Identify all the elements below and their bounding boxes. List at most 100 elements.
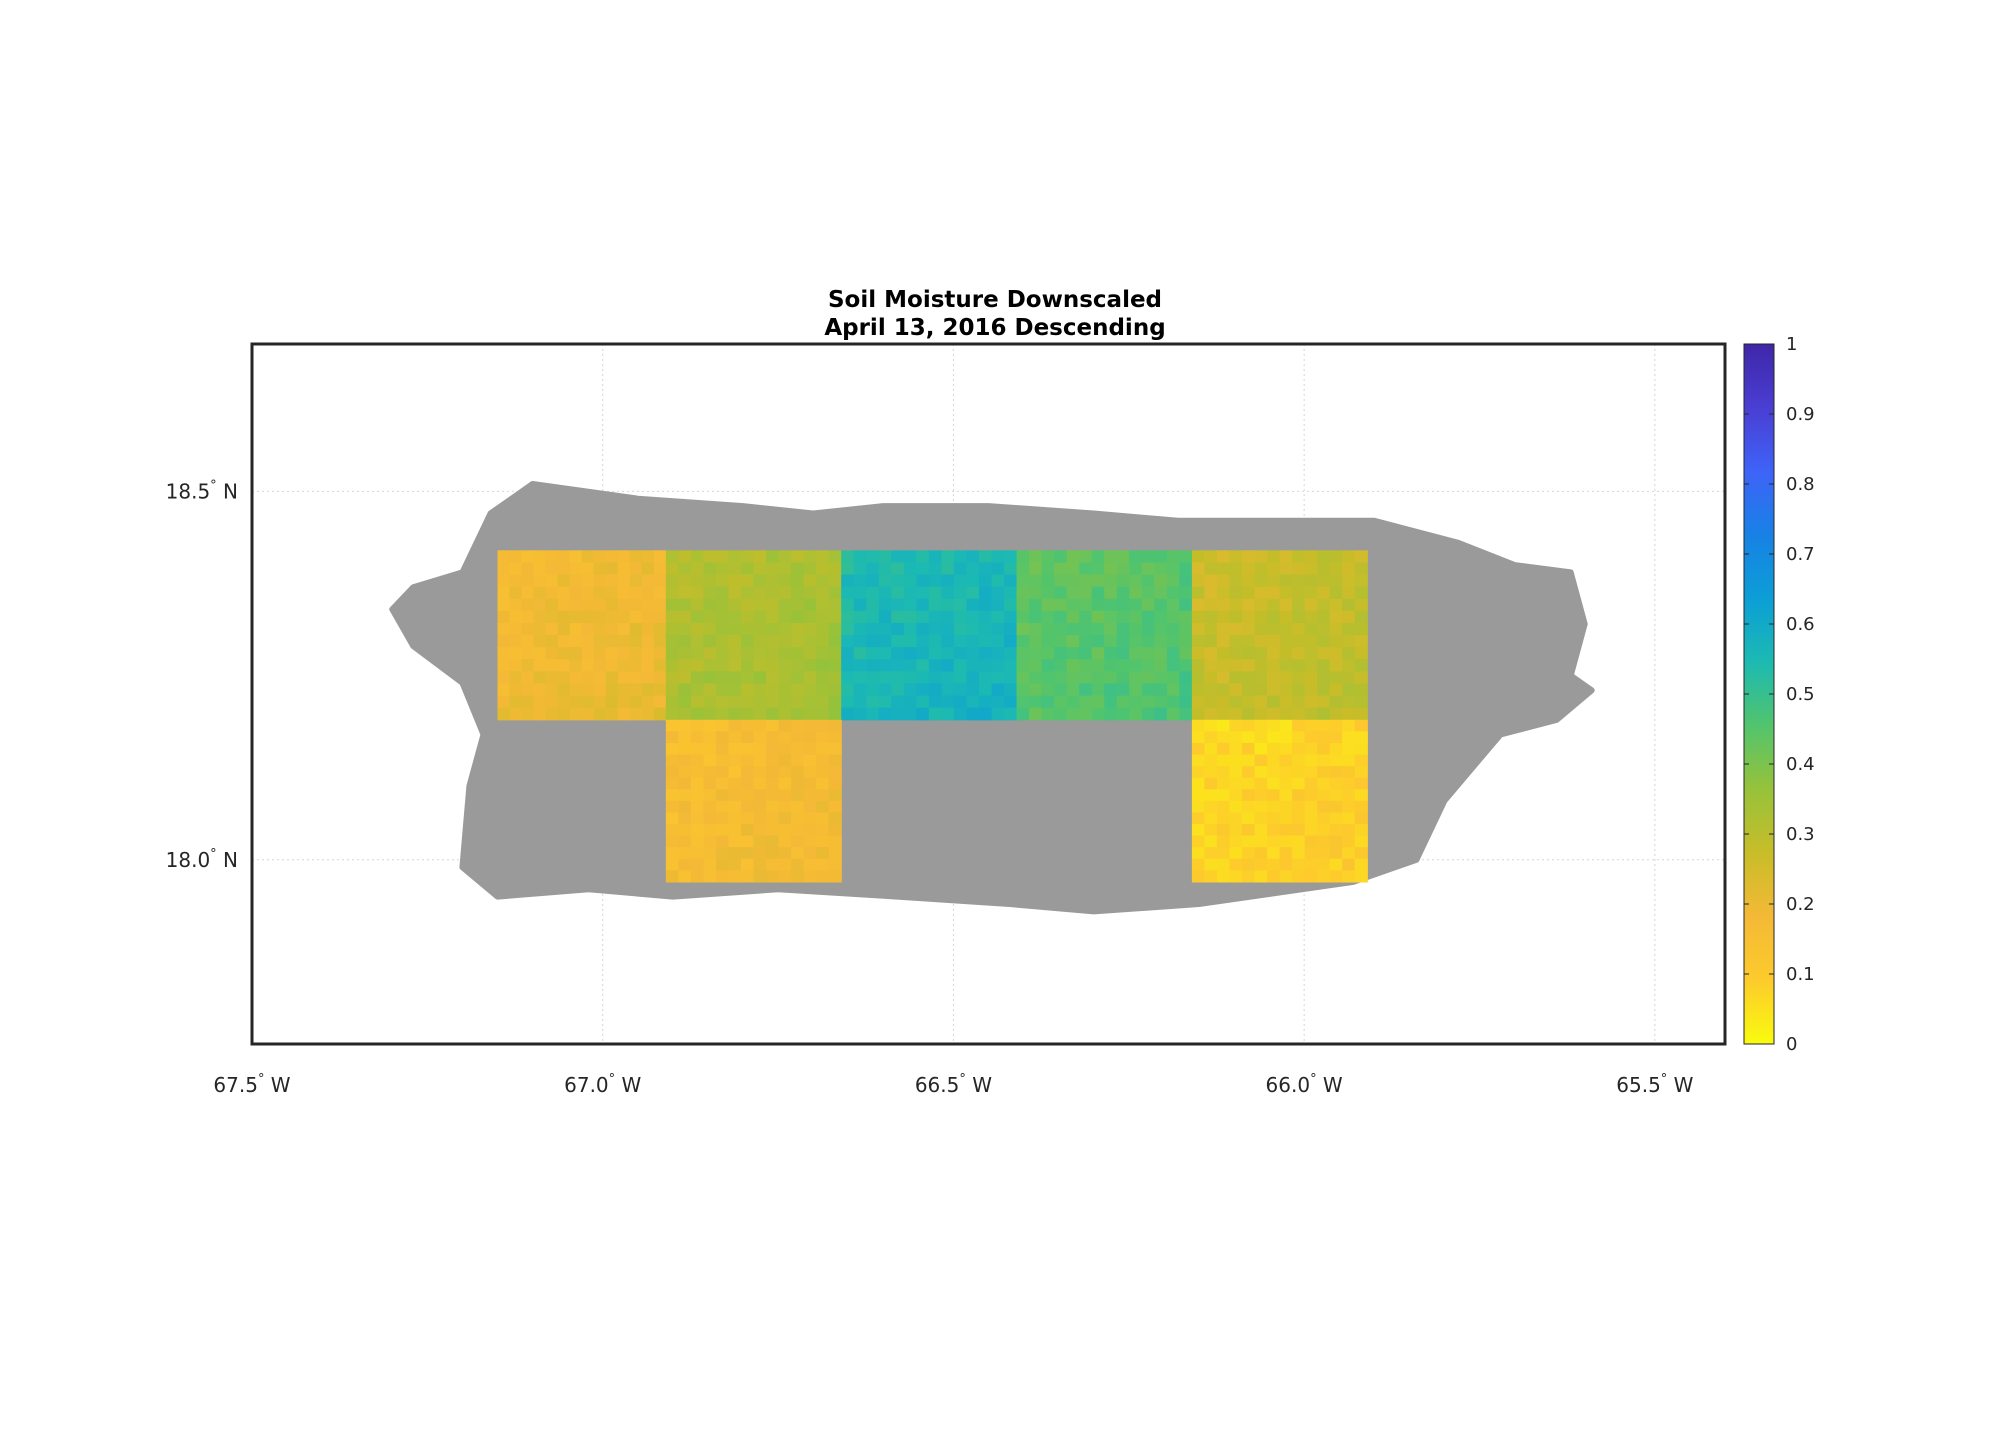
- moisture-cell: [1204, 586, 1218, 600]
- moisture-cell: [778, 777, 792, 790]
- moisture-cell: [690, 683, 705, 697]
- moisture-cell: [545, 695, 559, 709]
- moisture-cell: [1141, 574, 1155, 588]
- moisture-cell: [715, 824, 730, 837]
- colorbar-tick-label: 0.6: [1786, 614, 1815, 635]
- moisture-cell: [1191, 789, 1206, 802]
- moisture-cell: [715, 622, 730, 636]
- moisture-cell: [1304, 766, 1318, 779]
- moisture-cell: [1229, 622, 1243, 636]
- moisture-cell: [1267, 847, 1281, 860]
- moisture-cell: [665, 683, 679, 697]
- moisture-cell: [1129, 586, 1143, 600]
- moisture-cell: [916, 659, 930, 672]
- moisture-cell: [557, 707, 571, 721]
- moisture-cell: [1154, 586, 1168, 600]
- moisture-cell: [1229, 635, 1243, 648]
- moisture-cell: [521, 671, 535, 685]
- moisture-cell: [533, 574, 547, 588]
- moisture-cell: [1292, 647, 1306, 660]
- moisture-cell: [1342, 719, 1356, 732]
- moisture-cell: [703, 742, 717, 756]
- moisture-cell: [1204, 777, 1218, 790]
- moisture-cell: [766, 835, 780, 848]
- moisture-cell: [866, 659, 880, 672]
- moisture-cell: [497, 707, 511, 721]
- moisture-cell: [878, 647, 892, 660]
- moisture-cell: [1004, 707, 1018, 721]
- moisture-cell: [916, 707, 930, 721]
- moisture-cell: [678, 695, 692, 709]
- moisture-cell: [1242, 858, 1256, 871]
- moisture-cell: [1279, 800, 1293, 814]
- moisture-cell: [1342, 598, 1356, 612]
- moisture-cell: [741, 847, 755, 860]
- moisture-cell: [1304, 562, 1318, 576]
- moisture-cell: [728, 574, 742, 588]
- moisture-cell: [715, 586, 730, 600]
- moisture-cell: [678, 671, 692, 685]
- moisture-cell: [853, 671, 867, 685]
- moisture-cell: [803, 777, 817, 790]
- moisture-cell: [1329, 574, 1343, 588]
- moisture-cell: [703, 707, 717, 721]
- moisture-cell: [791, 647, 805, 660]
- moisture-cell: [728, 695, 742, 709]
- moisture-cell: [941, 622, 955, 636]
- moisture-cell: [866, 683, 880, 697]
- moisture-cell: [878, 683, 892, 697]
- moisture-cell: [1354, 622, 1368, 636]
- moisture-cell: [1166, 695, 1180, 709]
- moisture-cell: [665, 707, 679, 721]
- moisture-cell: [1029, 707, 1043, 721]
- moisture-cell: [1079, 586, 1093, 600]
- moisture-cell: [991, 683, 1005, 697]
- moisture-cell: [569, 635, 583, 648]
- moisture-cell: [766, 789, 780, 802]
- moisture-cell: [966, 598, 980, 612]
- moisture-cell: [581, 659, 595, 672]
- moisture-cell: [1066, 707, 1080, 721]
- moisture-cell: [903, 683, 917, 697]
- moisture-cell: [593, 610, 607, 624]
- moisture-cell: [753, 858, 767, 871]
- moisture-cell: [1292, 800, 1306, 814]
- moisture-cell: [1342, 824, 1356, 837]
- moisture-cell: [1079, 550, 1093, 564]
- moisture-cell: [1191, 812, 1206, 825]
- moisture-cell: [1292, 719, 1306, 732]
- moisture-cell: [1066, 574, 1080, 588]
- moisture-cell: [1279, 766, 1293, 779]
- moisture-cell: [1054, 550, 1068, 564]
- moisture-cell: [766, 586, 780, 600]
- moisture-cell: [1242, 586, 1256, 600]
- moisture-cell: [629, 574, 643, 588]
- moisture-cell: [1029, 622, 1043, 636]
- moisture-cell: [866, 622, 880, 636]
- moisture-cell: [891, 659, 905, 672]
- moisture-cell: [641, 550, 655, 564]
- moisture-cell: [766, 870, 780, 883]
- moisture-cell: [778, 598, 792, 612]
- moisture-cell: [1116, 635, 1130, 648]
- moisture-cell: [1191, 671, 1206, 685]
- moisture-cell: [1229, 777, 1243, 790]
- moisture-cell: [521, 635, 535, 648]
- moisture-cell: [991, 671, 1005, 685]
- moisture-cell: [753, 789, 767, 802]
- moisture-cell: [1292, 812, 1306, 825]
- moisture-cell: [1179, 683, 1193, 697]
- moisture-cell: [1242, 635, 1256, 648]
- moisture-cell: [715, 574, 730, 588]
- moisture-cell: [916, 610, 930, 624]
- moisture-cell: [1029, 586, 1043, 600]
- moisture-cell: [715, 777, 730, 790]
- moisture-cell: [521, 647, 535, 660]
- moisture-cell: [497, 635, 511, 648]
- moisture-cell: [741, 800, 755, 814]
- moisture-cell: [1292, 659, 1306, 672]
- moisture-cell: [753, 695, 767, 709]
- moisture-cell: [1279, 550, 1293, 564]
- moisture-cell: [916, 562, 930, 576]
- moisture-cell: [605, 683, 619, 697]
